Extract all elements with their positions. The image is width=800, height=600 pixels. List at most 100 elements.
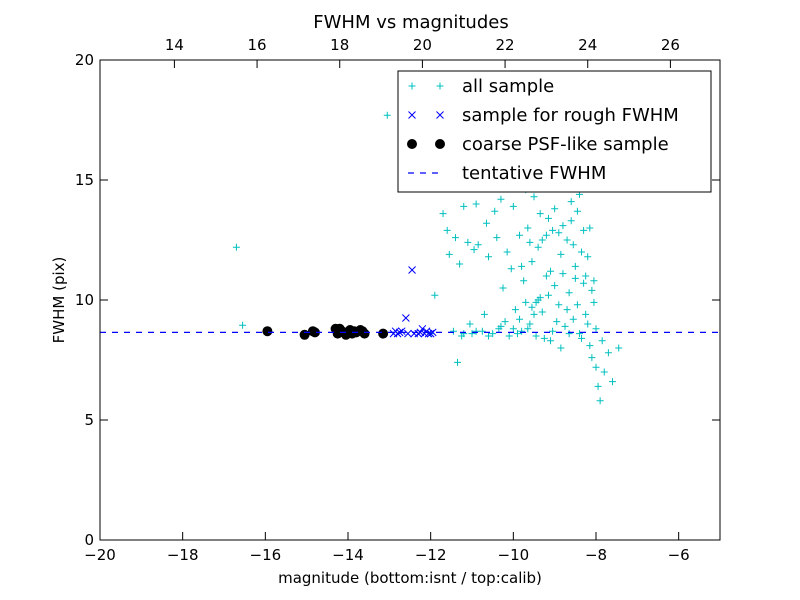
y-tick-label: 15 [75,171,94,189]
data-point [526,238,534,246]
legend-marker [435,139,445,149]
data-point [480,310,488,318]
legend-marker [436,111,444,119]
data-point [262,326,273,337]
data-point [532,298,540,306]
top-x-tick-label: 14 [165,36,184,54]
legend-marker [407,139,417,149]
data-point [456,260,464,268]
legend-marker [408,82,416,90]
data-point [449,327,457,335]
data-point [404,329,412,338]
data-point [445,250,453,258]
x-tick-label: −10 [498,546,530,564]
data-point [555,229,563,237]
data-point [549,226,557,234]
data-point [584,253,592,261]
data-point [511,306,519,314]
data-point [580,226,588,234]
y-tick-label: 0 [84,531,94,549]
legend-entry: coarse PSF-like sample [407,134,669,155]
ticks-layer: −20 −18 −16 −14 −12 −10 −8 −6 14 16 18 20 22 24 26 0 5 10… [75,36,720,564]
data-point [551,205,559,213]
data-point [544,291,552,299]
y-tick-label: 10 [75,291,94,309]
data-point [559,270,567,278]
x-tick-label: −6 [668,546,690,564]
data-point [559,222,567,230]
data-point [571,274,579,282]
data-point [536,210,544,218]
legend-entry: sample for rough FWHM [408,105,679,126]
data-point [557,250,565,258]
data-point [563,306,571,314]
data-point [485,253,493,261]
data-point [408,266,416,274]
data-point [474,241,482,249]
data-point [516,231,524,239]
data-point [464,238,472,246]
data-point [460,202,468,210]
data-point [590,298,598,306]
data-point [586,224,594,232]
data-point [575,330,583,338]
data-point [478,327,486,335]
data-point [544,214,552,222]
data-point [499,284,507,292]
legend-label: tentative FWHM [462,163,606,184]
data-point [538,308,546,316]
data-point [561,322,569,330]
data-layer [100,111,720,405]
y-tick-label: 5 [84,411,94,429]
y-tick-label: 20 [75,51,94,69]
data-point [563,236,571,244]
x-tick-label: −18 [167,546,199,564]
series-plus [232,111,623,405]
data-point [551,282,559,290]
data-point [569,241,577,249]
data-point [524,325,532,333]
y-axis-label: FWHM (pix) [50,257,68,344]
data-point [547,337,555,345]
data-point [588,286,596,294]
data-point [565,289,573,297]
data-point [573,301,581,309]
data-point [532,332,540,340]
data-point [530,310,538,318]
data-point [526,320,534,328]
x-tick-label: −8 [585,546,607,564]
data-point [592,363,600,371]
x-tick-label: −16 [250,546,282,564]
data-point [547,267,555,275]
data-point [567,198,575,206]
legend-entry: tentative FWHM [408,163,606,184]
data-point [553,318,561,326]
data-point [507,265,515,273]
data-point [582,310,590,318]
data-point [491,207,499,215]
data-point [501,318,509,326]
data-point [573,207,581,215]
data-point [594,382,602,390]
data-point [489,330,497,338]
data-point [468,330,476,338]
data-point [518,327,526,335]
chart-title: FWHM vs magnitudes [313,12,508,33]
data-point [565,330,573,338]
legend-entry: all sample [408,76,554,97]
data-point [431,291,439,299]
legend-marker [408,111,416,119]
data-point [555,301,563,309]
data-point [534,243,542,251]
data-point [418,324,427,333]
top-x-tick-label: 24 [578,36,597,54]
data-point [540,334,548,342]
data-point [604,349,612,357]
data-point [518,262,526,270]
data-point [509,325,517,333]
data-point [505,332,513,340]
data-point [485,332,493,340]
data-point [542,231,550,239]
data-point [615,344,623,352]
